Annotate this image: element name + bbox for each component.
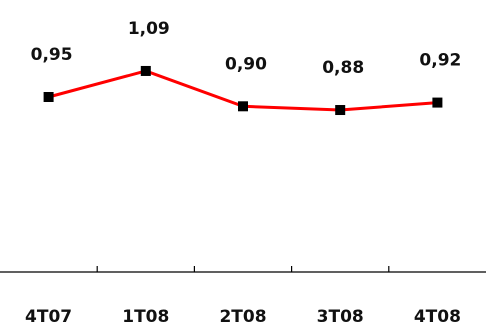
x-tick-label: 3T08: [317, 307, 364, 327]
data-point-marker: [43, 92, 54, 102]
data-label: 1,09: [128, 19, 170, 39]
data-point-marker: [140, 65, 151, 76]
category-label-group: 4T07 1T08 2T08 3T08 4T08: [25, 307, 461, 327]
data-point-marker: [238, 101, 248, 112]
data-label: 0,95: [31, 45, 73, 65]
x-axis: [0, 266, 486, 273]
x-tick-label: 4T07: [25, 307, 72, 327]
marker-group: [43, 65, 443, 116]
data-point-marker: [335, 105, 346, 116]
x-tick-label: 1T08: [122, 307, 169, 327]
data-label-group: 0,95 1,09 0,90 0,88 0,92: [31, 19, 462, 78]
data-point-marker: [432, 97, 443, 108]
data-label: 0,92: [419, 51, 461, 71]
x-tick-label: 2T08: [219, 307, 266, 327]
data-label: 0,88: [322, 58, 364, 78]
x-tick-label: 4T08: [414, 307, 461, 327]
data-label: 0,90: [225, 54, 267, 74]
